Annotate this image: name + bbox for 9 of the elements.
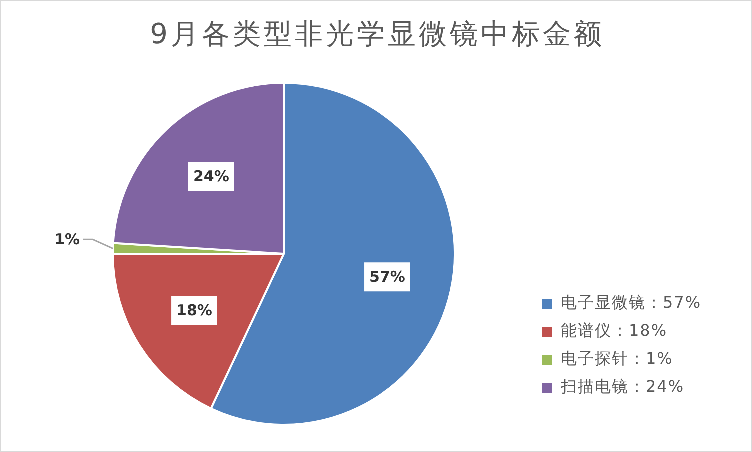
data-label: 24%	[193, 168, 230, 186]
legend-label: 扫描电镜：24%	[560, 377, 685, 396]
data-label: 1%	[54, 230, 80, 249]
chart-title: 9月各类型非光学显微镜中标金额	[150, 17, 605, 50]
data-label: 18%	[176, 302, 212, 320]
legend-label: 能谱仪：18%	[561, 321, 668, 340]
data-label: 57%	[370, 268, 406, 286]
legend-label: 电子显微镜：57%	[561, 293, 702, 312]
legend-label: 电子探针：1%	[561, 349, 674, 368]
